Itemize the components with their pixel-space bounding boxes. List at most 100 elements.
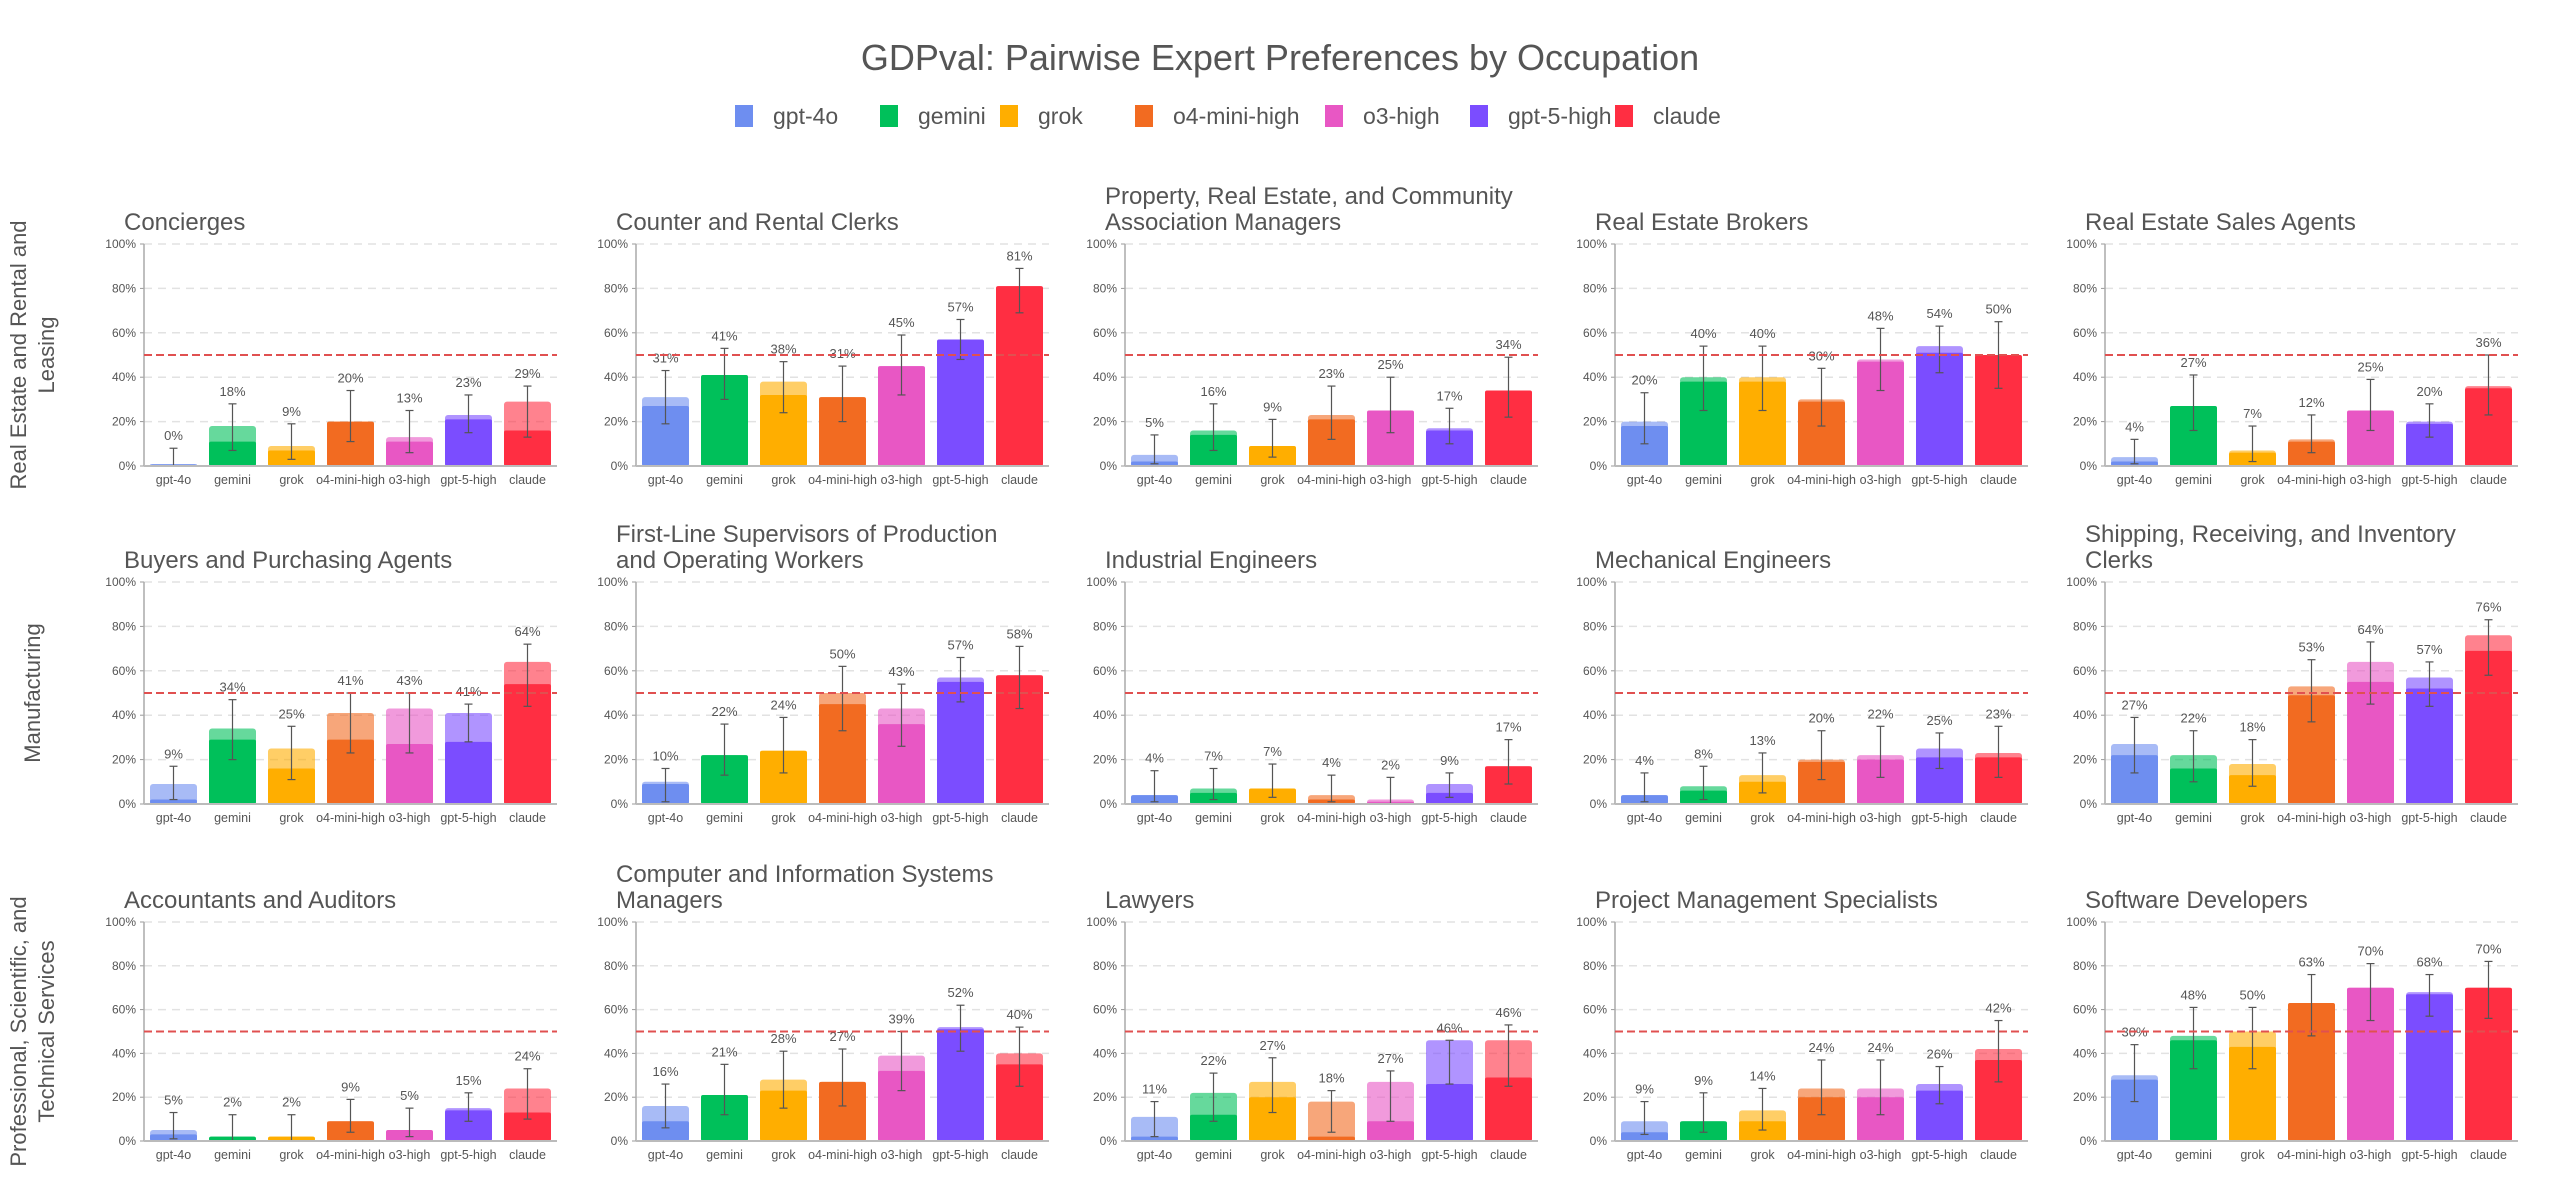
bar-claude-wins — [2465, 388, 2512, 466]
x-tick-label: gpt-4o — [156, 811, 191, 825]
error-bar — [523, 1068, 532, 1120]
value-label: 53% — [2298, 640, 2324, 655]
value-label: 4% — [2125, 419, 2144, 434]
bar-claude-wins — [996, 286, 1043, 466]
x-tick-label: gemini — [706, 811, 743, 825]
x-tick-label: o4-mini-high — [808, 1148, 877, 1162]
bar-o3-high-wins — [878, 366, 925, 466]
bar-o4-mini-high-wins — [819, 704, 866, 804]
error-bar — [1640, 392, 1649, 445]
bar-o4-mini-high-wins — [1798, 401, 1845, 466]
bar-claude-wins — [996, 1064, 1043, 1141]
value-label: 10% — [652, 748, 678, 763]
y-tick-label: 80% — [1093, 281, 1117, 295]
bar-o3-high-wins — [386, 441, 433, 466]
x-tick-label: o3-high — [1370, 473, 1412, 487]
error-bar — [2189, 730, 2198, 783]
x-tick-label: gpt-4o — [1627, 1148, 1662, 1162]
y-tick-label: 60% — [1583, 1003, 1607, 1017]
y-tick-label: 40% — [604, 370, 628, 384]
value-label: 63% — [2298, 955, 2324, 970]
x-tick-label: gpt-4o — [2117, 1148, 2152, 1162]
error-bar — [523, 385, 532, 438]
error-bar — [523, 643, 532, 707]
bar-o3-high-wins — [386, 744, 433, 804]
error-bar — [1994, 321, 2003, 389]
error-bar — [1699, 345, 1708, 412]
error-bar — [2484, 960, 2493, 1019]
bar-gpt-5-high-wins — [445, 741, 492, 804]
error-bar — [228, 403, 237, 452]
x-tick-label: gpt-5-high — [1421, 473, 1477, 487]
bar-gpt-5-high-wins — [1916, 1090, 1963, 1141]
y-tick-label: 80% — [1583, 959, 1607, 973]
bar-o3-high-wins — [1857, 759, 1904, 804]
x-tick-label: o3-high — [881, 811, 923, 825]
x-tick-label: grok — [1260, 811, 1285, 825]
y-tick-label: 0% — [611, 797, 629, 811]
bar-gpt-4o-wins — [1621, 426, 1668, 466]
x-tick-label: gpt-4o — [1627, 473, 1662, 487]
value-label: 5% — [400, 1088, 419, 1103]
x-tick-label: o4-mini-high — [1787, 1148, 1856, 1162]
error-bar — [1935, 325, 1944, 374]
error-bar — [1817, 367, 1826, 427]
error-bar — [2366, 378, 2375, 432]
y-tick-label: 20% — [112, 753, 136, 767]
row-label: Real Estate and Rental and Leasing — [6, 220, 59, 489]
value-label: 16% — [1200, 384, 1226, 399]
subplot-title: Clerks — [2085, 547, 2153, 574]
x-tick-label: o4-mini-high — [2277, 473, 2346, 487]
legend-swatch — [1000, 105, 1018, 127]
y-tick-label: 100% — [2066, 237, 2097, 251]
value-label: 26% — [1926, 1047, 1952, 1062]
error-bar — [1327, 774, 1336, 803]
y-tick-label: 20% — [1583, 1090, 1607, 1104]
bar-gpt-4o-wins — [2111, 755, 2158, 804]
bar-o3-high-wins — [1857, 361, 1904, 466]
error-bar — [956, 318, 965, 361]
error-bar — [720, 347, 729, 400]
value-label: 2% — [1381, 757, 1400, 772]
error-bar — [169, 447, 178, 467]
error-bar — [1640, 1100, 1649, 1136]
bar-o3-high-wins — [2347, 987, 2394, 1141]
y-tick-label: 80% — [112, 959, 136, 973]
bar-grok-wins — [1249, 1097, 1296, 1141]
legend-label: gpt-4o — [773, 103, 838, 129]
value-label: 25% — [2357, 359, 2383, 374]
bar-gpt-4o-wins — [150, 799, 197, 804]
error-bar — [956, 656, 965, 703]
value-label: 9% — [1263, 399, 1282, 414]
y-tick-label: 80% — [2073, 619, 2097, 633]
bar-gpt-5-high-wins — [1426, 1084, 1473, 1141]
legend-item: claude — [1615, 103, 1721, 129]
subplot: First-Line Supervisors of Productionand … — [597, 521, 1049, 825]
bar-gpt-4o-wins — [642, 406, 689, 466]
bar-grok-wins — [2229, 775, 2276, 804]
chart-title: GDPval: Pairwise Expert Preferences by O… — [861, 37, 1699, 78]
x-tick-label: gemini — [1685, 811, 1722, 825]
y-tick-label: 20% — [1093, 415, 1117, 429]
x-tick-label: o4-mini-high — [1297, 811, 1366, 825]
value-label: 24% — [1867, 1040, 1893, 1055]
error-bar — [1935, 1065, 1944, 1105]
value-label: 9% — [1635, 1082, 1654, 1097]
bar-o3-high-wins — [2347, 681, 2394, 804]
x-tick-label: claude — [509, 1148, 546, 1162]
value-label: 0% — [164, 428, 183, 443]
error-bar — [1504, 739, 1513, 785]
x-tick-label: o3-high — [1860, 1148, 1902, 1162]
y-tick-label: 40% — [1583, 708, 1607, 722]
x-tick-label: gemini — [2175, 811, 2212, 825]
x-tick-label: claude — [1490, 473, 1527, 487]
subplot-title: Accountants and Auditors — [124, 887, 396, 914]
error-bar — [661, 767, 670, 803]
value-label: 13% — [396, 391, 422, 406]
x-tick-label: o3-high — [389, 1148, 431, 1162]
value-label: 2% — [282, 1095, 301, 1110]
value-label: 16% — [652, 1064, 678, 1079]
legend-label: gemini — [918, 103, 986, 129]
y-tick-label: 0% — [2080, 797, 2098, 811]
y-tick-label: 0% — [119, 1134, 137, 1148]
